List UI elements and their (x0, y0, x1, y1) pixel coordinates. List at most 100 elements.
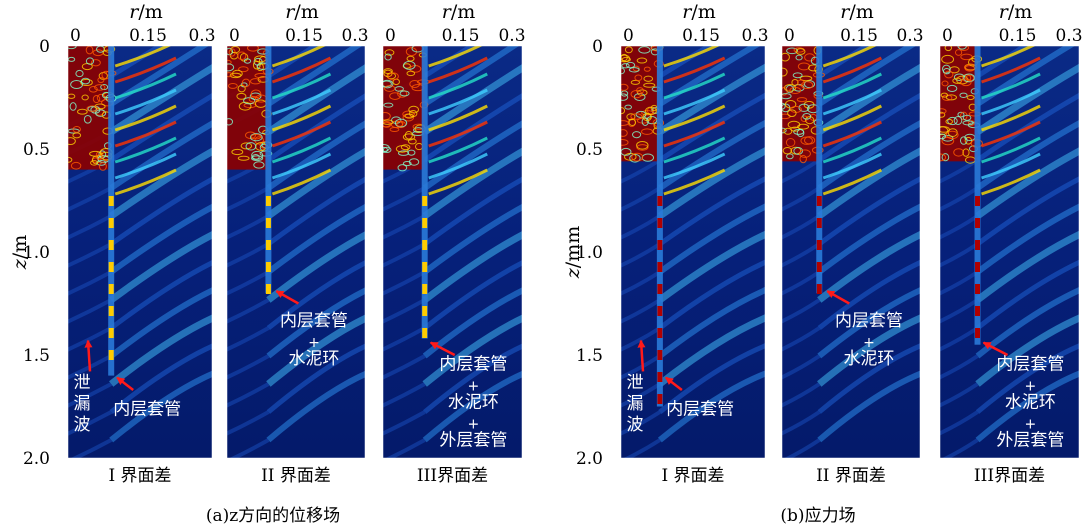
y-tick-label: 0 (592, 37, 603, 57)
x-tick-label: 0.15 (129, 26, 167, 46)
casing-energy-mark (265, 218, 271, 228)
annotation-line: 漏 (627, 394, 644, 414)
wave-band (658, 286, 765, 359)
x-tick-label: 0 (784, 26, 795, 46)
interference-ring (69, 102, 77, 111)
wave-band (817, 63, 920, 135)
group-caption: (b)应力场 (780, 506, 855, 526)
interference-ring (798, 149, 811, 158)
interference-ring (953, 116, 963, 125)
wave-band (975, 147, 1079, 219)
interference-ring (231, 148, 244, 156)
y-tick-label: 1.0 (23, 243, 50, 263)
wave-band (975, 343, 1079, 414)
interference-ring (636, 57, 648, 64)
casing-energy-mark (657, 350, 663, 360)
wave-band (782, 158, 821, 184)
interference-ring (249, 78, 262, 85)
annotation-line: 水泥环 (288, 349, 339, 369)
bright-wave-arc (271, 56, 332, 84)
wave-band (227, 270, 270, 296)
bright-wave-arc (114, 168, 177, 196)
annotation-line: 内层套管 (439, 354, 507, 374)
casing-energy-mark (657, 218, 663, 228)
bright-wave-arc (114, 104, 177, 132)
wave-band (621, 298, 661, 324)
interference-ring (621, 83, 629, 91)
interference-ring (791, 78, 799, 86)
interference-ring (384, 85, 396, 92)
bright-wave-arc (428, 104, 488, 132)
wave-band (975, 63, 1079, 135)
wave-band (109, 147, 212, 219)
bright-wave-arc (981, 104, 1041, 132)
x-tick-label: 0.3 (741, 26, 768, 46)
bright-wave-arc (822, 72, 883, 100)
wave-band (383, 382, 426, 408)
interference-ring (237, 84, 246, 93)
interference-ring (399, 90, 410, 97)
casing-energy-mark (422, 218, 428, 228)
annotation-line: 水泥环 (843, 349, 894, 369)
interference-ring (959, 136, 968, 145)
bright-wave-arc (271, 46, 326, 68)
wave-band (227, 298, 270, 324)
wave-band (383, 354, 426, 380)
bright-wave-arc (822, 46, 877, 68)
interference-ring (396, 120, 404, 127)
inner-casing-column (265, 46, 272, 294)
interference-ring (966, 94, 975, 101)
interference-ring (389, 92, 401, 100)
wave-band (658, 119, 765, 191)
interference-ring (803, 136, 816, 145)
casing-energy-mark (108, 218, 114, 228)
interference-ring (407, 149, 416, 156)
bright-wave-arc (822, 104, 883, 132)
wave-band (782, 298, 821, 324)
interference-ring (70, 80, 84, 90)
wave-band (976, 46, 1030, 79)
y-axis-unit: /mm (562, 226, 584, 268)
annotation-line: 外层套管 (996, 430, 1064, 450)
interference-ring (383, 146, 389, 153)
annotation-line: 泄 (627, 373, 644, 393)
bright-wave-arc (428, 56, 488, 84)
interference-ring (72, 126, 81, 133)
annotation-arrow (665, 376, 683, 392)
interference-ring (408, 105, 419, 114)
bright-wave-arc (271, 168, 332, 196)
interference-ring (940, 126, 950, 133)
x-tick-label: 0 (385, 26, 396, 46)
y-tick-label: 1.0 (576, 243, 603, 263)
figure-groups: 00.51.01.52.0z/m0 0.15 0.3r/mI 界面差泄漏波内层套管0… (9, 1, 1083, 526)
wave-band (227, 186, 270, 212)
heatmap-panel: 0 0.15 0.3 r/m II 界面差 内层套管 +水泥环 (781, 1, 924, 486)
wave-band (658, 46, 714, 79)
bright-wave-arc (114, 72, 177, 100)
bright-wave-arc (822, 88, 883, 116)
x-axis-unit: /m (849, 1, 873, 23)
annotation-line: 漏 (74, 394, 91, 414)
panel-frame (939, 45, 1080, 459)
annotation-arrow (826, 290, 850, 305)
bright-wave-arc (663, 120, 726, 148)
interference-ring (94, 84, 106, 91)
interference-ring (383, 146, 392, 153)
interference-ring (631, 152, 644, 162)
bright-wave-arc (663, 168, 726, 196)
interference-ring (400, 144, 411, 151)
wave-band (383, 410, 426, 436)
interference-ring (798, 103, 810, 112)
wave-band (68, 186, 113, 212)
wave-band (383, 186, 426, 212)
wave-band (940, 354, 979, 380)
interference-ring (227, 72, 233, 78)
wave-band (109, 203, 212, 275)
wave-band (782, 186, 821, 212)
interference-ring (944, 70, 954, 79)
annotation-arrow (84, 339, 93, 372)
interference-ring (387, 72, 399, 81)
bright-wave-arc (981, 136, 1041, 164)
wave-band (940, 326, 979, 352)
wave-band (657, 370, 765, 443)
